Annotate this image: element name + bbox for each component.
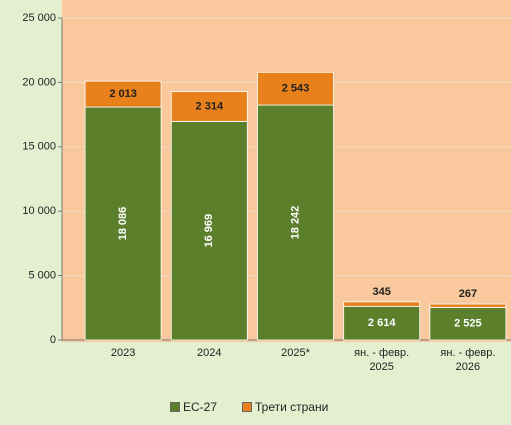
bar-segment	[84, 80, 162, 108]
legend-swatch	[170, 402, 180, 412]
legend-swatch	[242, 402, 252, 412]
bar-segment	[257, 71, 334, 106]
x-tick-label: 2023	[110, 347, 136, 359]
bar-segment	[343, 305, 421, 341]
y-tick-label: 0	[50, 334, 56, 346]
y-tick-label: 20 000	[22, 76, 56, 88]
bar-segment	[170, 121, 248, 341]
bar-segment	[170, 91, 248, 122]
x-tick-label: ян. - февр. 2025	[354, 347, 410, 373]
y-tick-label: 15 000	[22, 141, 56, 153]
bar-segment	[84, 106, 162, 341]
value-label: 2 525	[454, 318, 482, 330]
legend-label: ЕС-27	[183, 400, 218, 414]
y-tick-label: 25 000	[22, 12, 56, 24]
value-label: 2 614	[368, 317, 396, 329]
value-label: 18 086	[117, 207, 129, 241]
x-tick-label: 2024	[197, 347, 222, 359]
value-label: 2 543	[282, 83, 310, 95]
value-label: 2 013	[109, 88, 137, 100]
legend-item: ЕС-27	[170, 400, 217, 414]
value-label: 345	[373, 286, 391, 298]
value-label: 267	[459, 288, 477, 300]
legend-item: Трети страни	[242, 400, 328, 414]
legend-label: Трети страни	[255, 400, 329, 414]
y-tick-label: 5 000	[28, 270, 56, 282]
bar-segment	[429, 303, 507, 308]
x-tick-label: 2025*	[281, 347, 310, 359]
value-label: 18 242	[289, 206, 301, 240]
bar-segment	[429, 307, 507, 341]
y-tick-label: 10 000	[22, 205, 56, 217]
x-tick-label: ян. - февр. 2026	[440, 347, 496, 373]
value-label: 2 314	[196, 100, 224, 112]
bar-segment	[343, 301, 421, 307]
bar-segment	[257, 104, 334, 341]
value-label: 16 969	[203, 214, 215, 248]
